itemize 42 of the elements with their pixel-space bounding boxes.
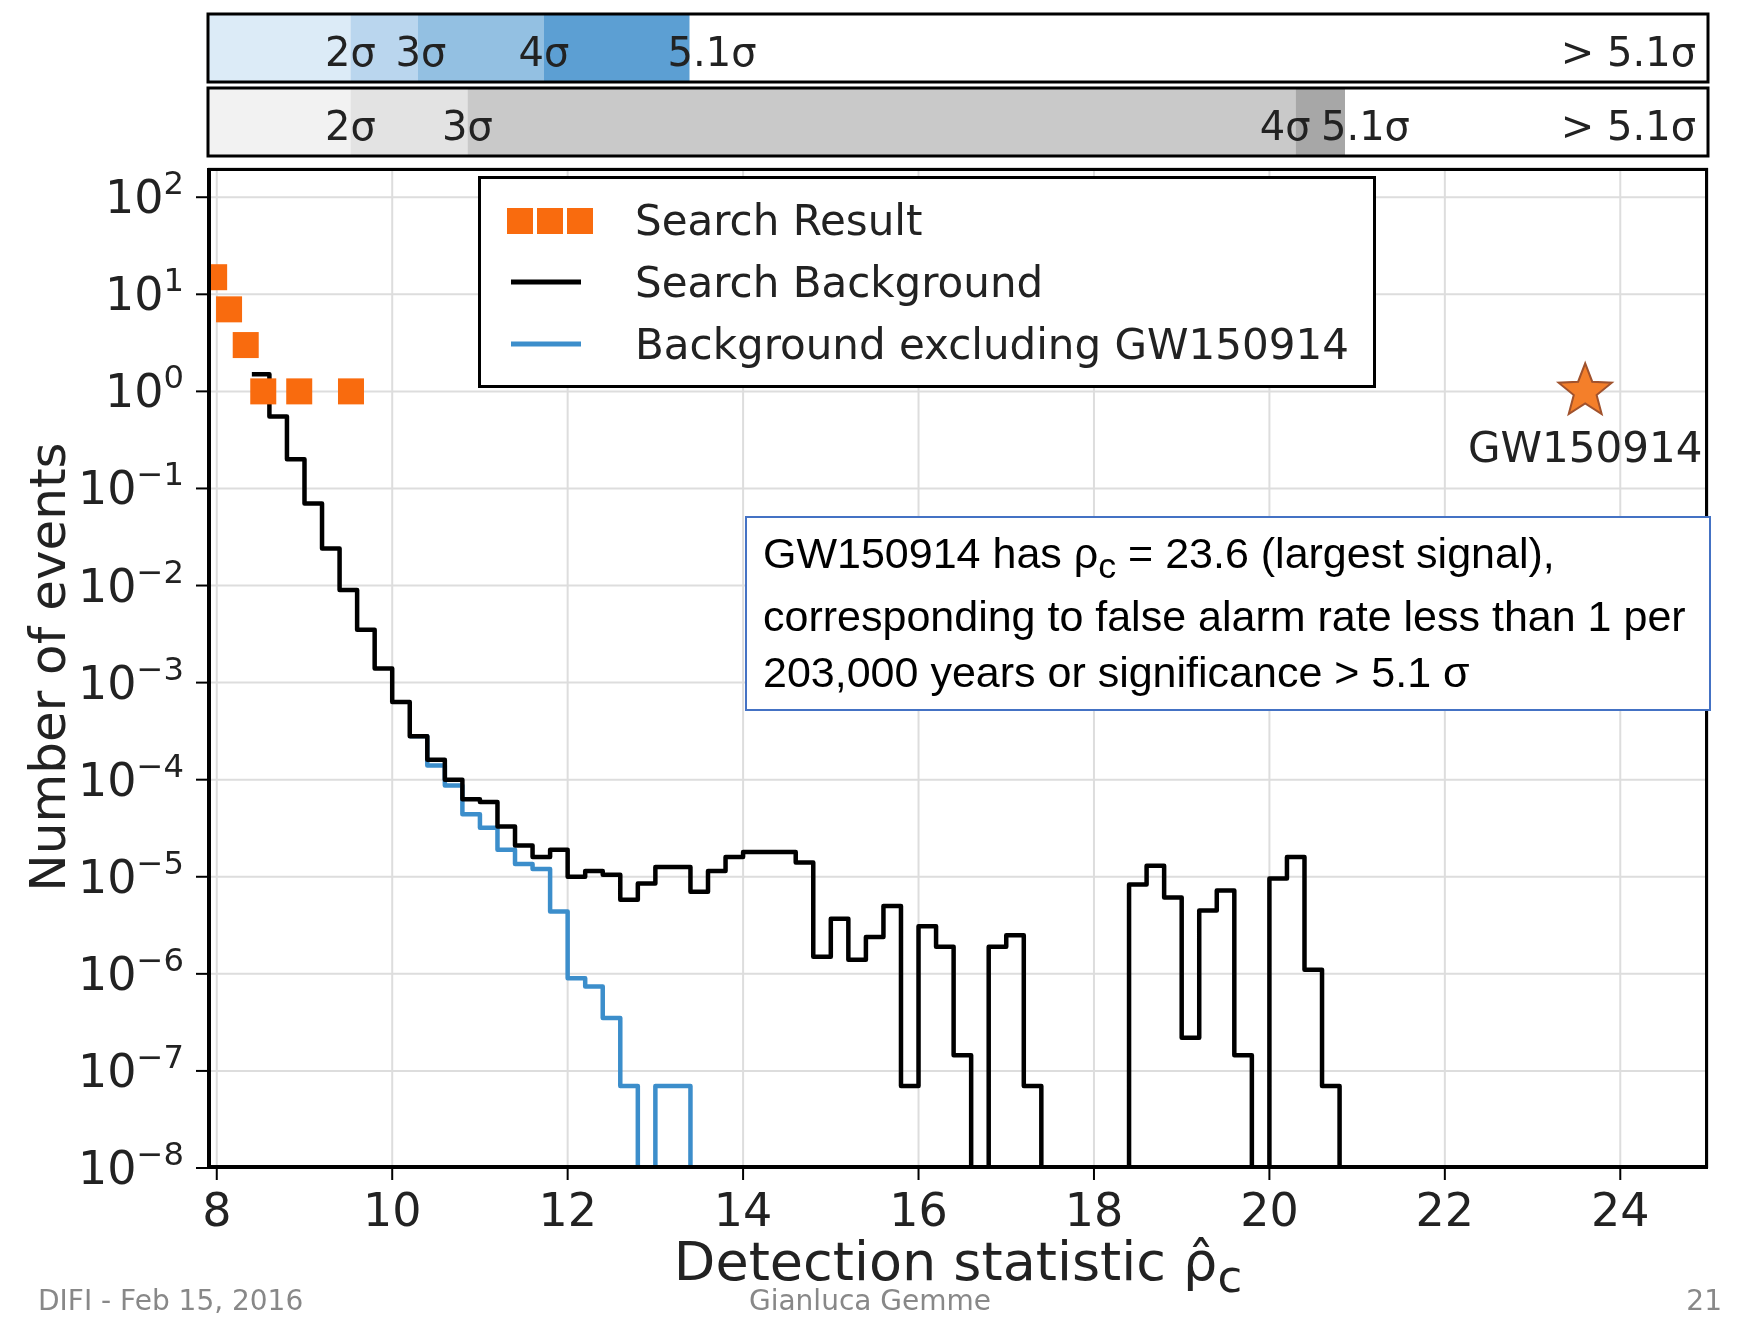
point	[250, 378, 277, 405]
y-tick-label: 10$^{−2}$	[78, 552, 184, 613]
text: > 5.1σ	[1560, 29, 1696, 75]
text: > 5.1σ	[1560, 103, 1696, 149]
annotation: GW150914	[1467, 423, 1704, 473]
x-tick-label: 8	[202, 1183, 232, 1237]
text: 2σ	[325, 29, 376, 75]
x-tick-label: 14	[713, 1183, 773, 1237]
y-tick-label: 10$^{1}$	[104, 261, 184, 322]
x-tick-label: 10	[362, 1183, 422, 1237]
legend-label: Search Background	[635, 257, 1044, 307]
legend-label: Background excluding GW150914	[635, 319, 1349, 369]
y-tick-label: 10$^{−5}$	[78, 843, 184, 904]
point	[216, 296, 243, 323]
y-tick-label: 10$^{0}$	[104, 358, 184, 419]
y-tick-label: 10$^{−6}$	[78, 940, 184, 1001]
y-tick-label: 10$^{−3}$	[78, 649, 184, 710]
y-axis-title: Number of events	[19, 441, 77, 894]
legend-label: Search Result	[635, 195, 923, 245]
x-tick-label: 22	[1415, 1183, 1475, 1237]
x-tick-label: 24	[1591, 1183, 1650, 1237]
text: 4σ	[1259, 103, 1311, 149]
text: 21	[1686, 1284, 1722, 1317]
x-tick-label: 20	[1240, 1183, 1299, 1237]
text: DIFI - Feb 15, 2016	[38, 1284, 304, 1317]
y-tick-label: 10$^{−8}$	[78, 1135, 184, 1195]
point	[337, 378, 364, 405]
point	[286, 378, 313, 405]
y-tick-label: 10$^{−4}$	[78, 746, 184, 807]
x-tick-label: 18	[1064, 1183, 1124, 1237]
point	[232, 332, 259, 359]
text: 2σ	[325, 103, 376, 149]
text: 5.1σ	[1321, 103, 1410, 149]
y-tick-label: 10$^{−1}$	[78, 455, 184, 516]
y-tick-label: 10$^{2}$	[104, 164, 184, 225]
y-tick-label: 10$^{−7}$	[78, 1037, 184, 1098]
x-tick-label: 12	[538, 1183, 597, 1237]
text: 3σ	[395, 29, 447, 75]
annotation: GW150914 has ρ$_{c}$ = 23.6 (largest signal), corresponding to false alarm rate less than 1 per 203,000 years or significance > 5.1 σ	[745, 516, 1711, 711]
text: 4σ	[518, 29, 570, 75]
x-tick-label: 16	[889, 1183, 948, 1237]
text: 3σ	[442, 103, 493, 149]
